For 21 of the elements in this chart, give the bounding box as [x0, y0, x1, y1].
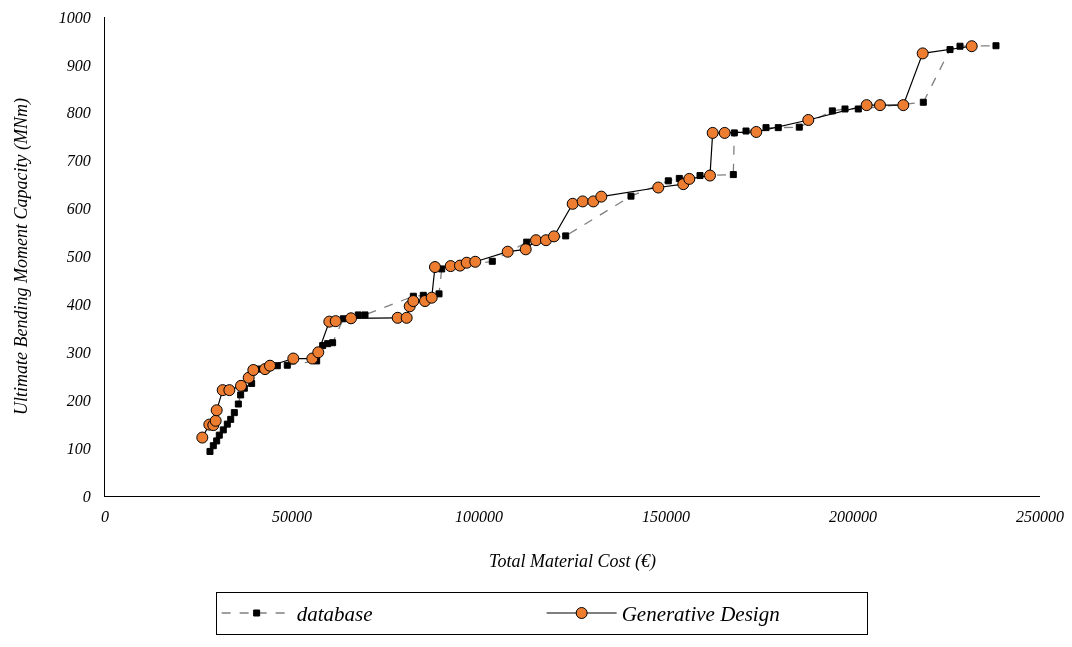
y-axis-title: Ultimate Bending Moment Capacity (MNm) — [11, 98, 32, 415]
y-tick-label: 500 — [66, 248, 91, 266]
x-tick-label: 150000 — [642, 508, 690, 526]
y-tick-label: 200 — [66, 391, 91, 409]
y-tick-label: 300 — [65, 343, 91, 361]
x-tick-label: 50000 — [272, 508, 312, 526]
x-tick-label: 250000 — [1016, 508, 1064, 526]
y-tick-label: 100 — [66, 439, 91, 457]
legend-label: Generative Design — [621, 602, 780, 627]
x-tick-label: 200000 — [829, 508, 877, 526]
y-tick-label: 1000 — [58, 8, 91, 26]
y-tick-label: 0 — [82, 487, 91, 505]
y-tick-label: 800 — [66, 104, 91, 122]
y-tick-label: 900 — [66, 56, 91, 74]
x-tick-label: 0 — [101, 508, 109, 526]
y-tick-label: 600 — [66, 200, 91, 218]
x-axis-title: Total Material Cost (€) — [489, 551, 656, 573]
legend-label: database — [296, 602, 373, 627]
x-tick-label: 100000 — [455, 508, 503, 526]
y-tick-label: 400 — [66, 296, 91, 313]
y-tick-label: 700 — [66, 152, 91, 170]
